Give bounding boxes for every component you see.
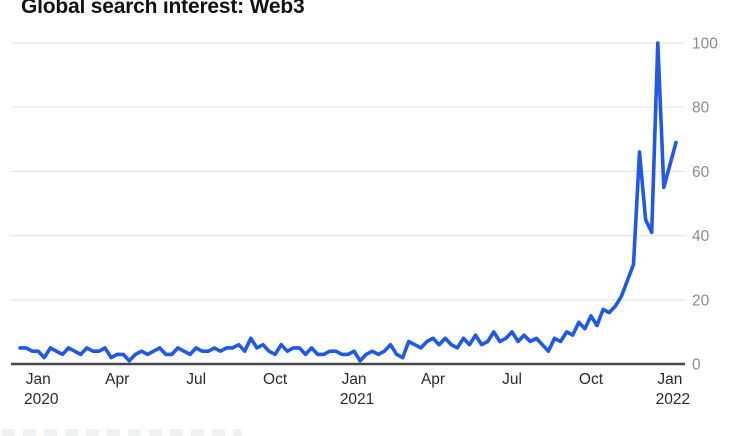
chart-title: Global search interest: Web3 [21, 0, 305, 18]
x-tick-year: 2022 [656, 391, 690, 408]
trend-line-series [18, 41, 678, 363]
x-tick-month: Oct [579, 371, 604, 388]
cropped-source-text [2, 429, 242, 436]
y-tick-label: 20 [692, 292, 710, 309]
x-tick-month: Jan [657, 371, 682, 388]
y-tick-label: 40 [692, 228, 710, 245]
y-axis-labels: 0 20 40 60 80 100 [692, 36, 718, 374]
x-tick-year: 2021 [340, 391, 374, 408]
x-tick-year: 2020 [24, 391, 59, 408]
x-tick-month: Apr [421, 371, 445, 388]
x-tick-month: Jul [502, 371, 522, 388]
x-axis-labels: Jan 2020 Apr Jul Oct Jan 2021 Apr Jul Oct Jan 2022 [24, 371, 690, 408]
gridlines [11, 42, 685, 366]
y-tick-label: 80 [692, 100, 710, 117]
y-tick-label: 100 [692, 36, 718, 53]
x-tick-month: Jan [342, 371, 367, 388]
x-tick-month: Jan [26, 371, 51, 388]
y-tick-label: 0 [692, 357, 701, 374]
y-tick-label: 60 [692, 164, 710, 181]
x-tick-month: Jul [186, 371, 206, 388]
x-tick-month: Oct [263, 371, 288, 388]
x-tick-month: Apr [105, 371, 129, 388]
chart-title-wrap: Global search interest: Web3 [21, 0, 304, 18]
